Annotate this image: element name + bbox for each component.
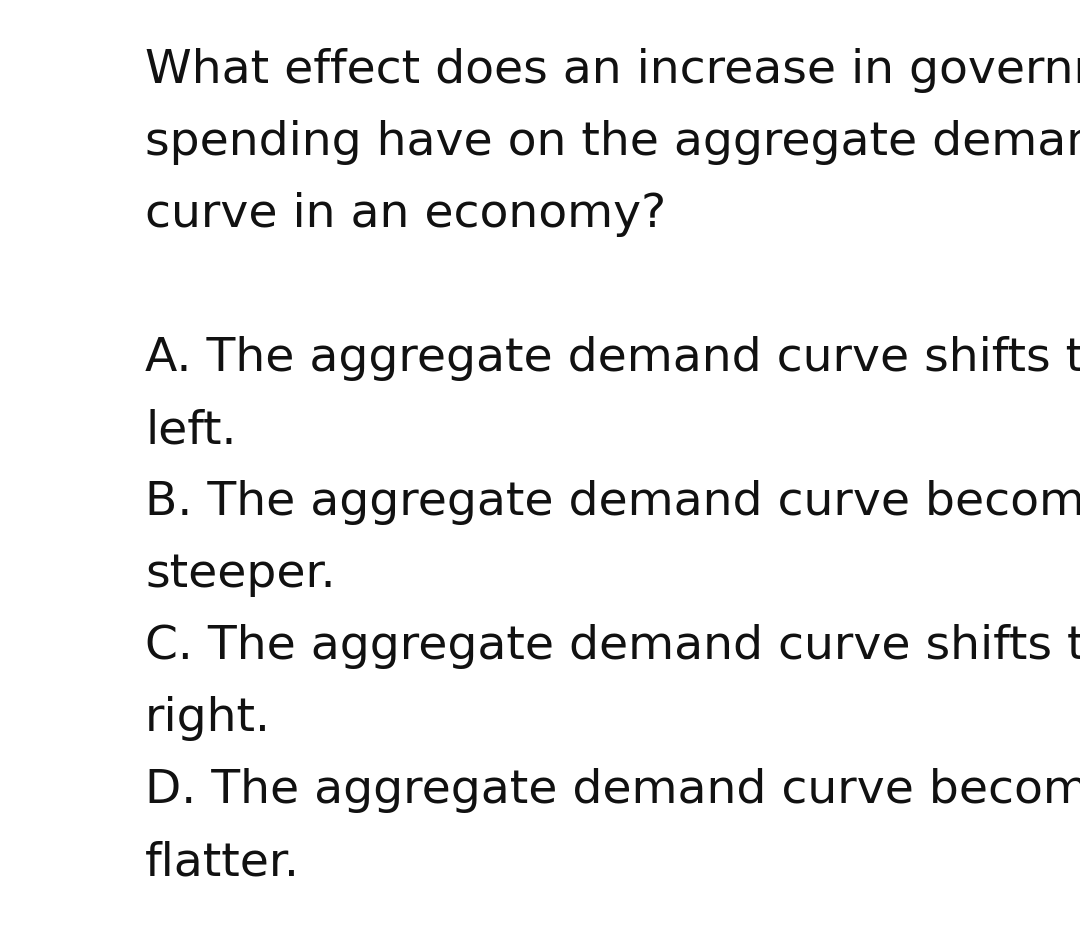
Text: A. The aggregate demand curve shifts to the: A. The aggregate demand curve shifts to … <box>145 336 1080 381</box>
Text: spending have on the aggregate demand: spending have on the aggregate demand <box>145 120 1080 165</box>
Text: What effect does an increase in government: What effect does an increase in governme… <box>145 48 1080 93</box>
Text: curve in an economy?: curve in an economy? <box>145 192 666 237</box>
Text: C. The aggregate demand curve shifts to the: C. The aggregate demand curve shifts to … <box>145 624 1080 669</box>
Text: B. The aggregate demand curve becomes: B. The aggregate demand curve becomes <box>145 480 1080 525</box>
Text: left.: left. <box>145 408 237 453</box>
Text: D. The aggregate demand curve becomes: D. The aggregate demand curve becomes <box>145 768 1080 813</box>
Text: right.: right. <box>145 696 271 741</box>
Text: flatter.: flatter. <box>145 840 300 885</box>
Text: steeper.: steeper. <box>145 552 336 597</box>
